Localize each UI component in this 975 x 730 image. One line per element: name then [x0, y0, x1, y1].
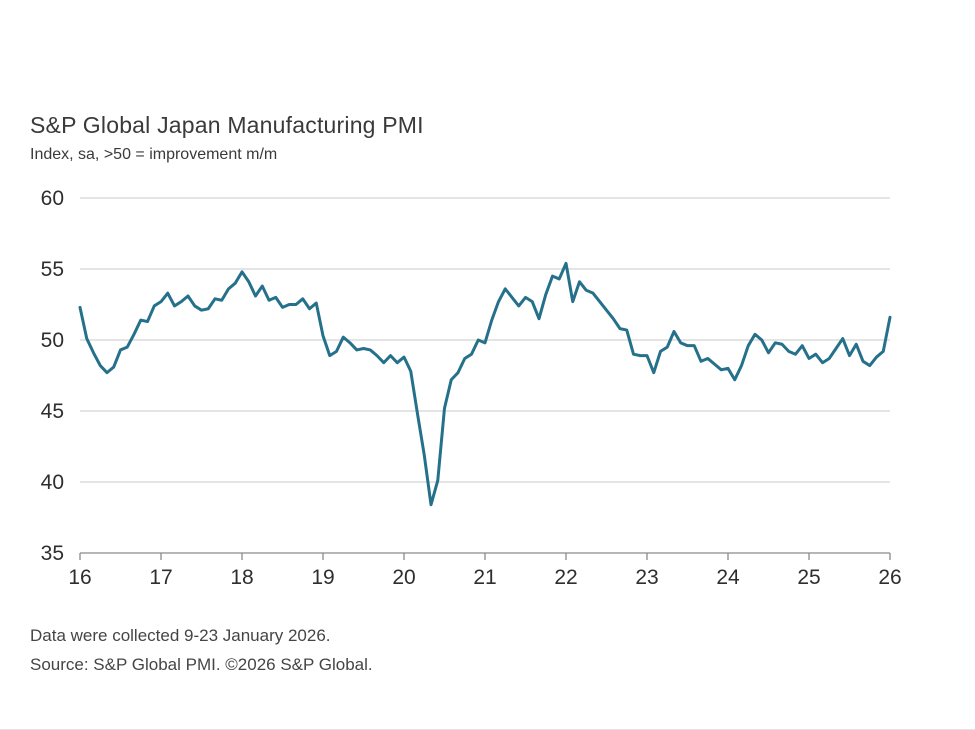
svg-text:22: 22 [554, 566, 577, 589]
svg-text:20: 20 [392, 566, 415, 589]
svg-text:55: 55 [41, 258, 64, 281]
svg-text:24: 24 [716, 566, 740, 589]
svg-text:35: 35 [41, 542, 64, 565]
source-note: Source: S&P Global PMI. ©2026 S&P Global… [30, 655, 373, 674]
svg-text:40: 40 [41, 471, 64, 494]
chart-title: S&P Global Japan Manufacturing PMI [30, 112, 424, 138]
svg-text:19: 19 [311, 566, 334, 589]
svg-text:50: 50 [41, 329, 64, 352]
svg-text:18: 18 [230, 566, 253, 589]
svg-text:21: 21 [473, 566, 496, 589]
svg-text:25: 25 [797, 566, 820, 589]
collection-note: Data were collected 9-23 January 2026. [30, 626, 331, 645]
svg-text:45: 45 [41, 400, 64, 423]
svg-text:26: 26 [878, 566, 901, 589]
svg-text:17: 17 [149, 566, 172, 589]
svg-text:23: 23 [635, 566, 658, 589]
chart-subtitle: Index, sa, >50 = improvement m/m [30, 146, 278, 163]
svg-text:16: 16 [68, 566, 91, 589]
svg-text:60: 60 [41, 187, 64, 210]
